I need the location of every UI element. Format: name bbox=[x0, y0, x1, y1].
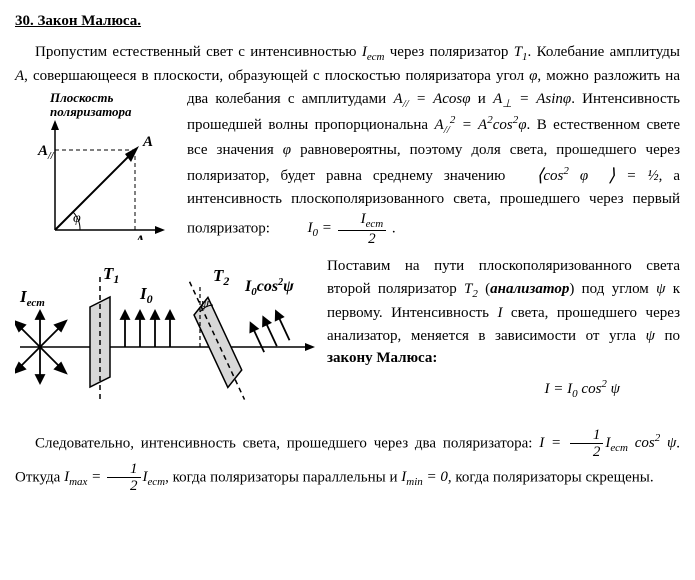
text: , когда поляризаторы параллельны и bbox=[165, 469, 401, 485]
sym: A bbox=[493, 91, 502, 107]
sym: φ bbox=[462, 91, 470, 107]
sym-sup: 2 bbox=[563, 165, 569, 177]
sym: cos bbox=[442, 91, 462, 107]
sym: A bbox=[536, 91, 545, 107]
sym: A bbox=[433, 91, 442, 107]
paragraph-3: Следовательно, интенсивность света, прош… bbox=[15, 427, 680, 495]
sym: = bbox=[550, 381, 568, 397]
figure-amplitude-decomposition: Плоскость поляризатора A// A A⊥ φ bbox=[15, 90, 175, 248]
sym: cos bbox=[493, 117, 513, 133]
fig2-i0cos: I0cos2ψ bbox=[244, 277, 294, 298]
sym: cos bbox=[543, 168, 563, 184]
sym-sub: ест bbox=[148, 476, 166, 488]
fig2-iest: Iест bbox=[19, 287, 45, 309]
text: Пропустим естественный свет с интенсивно… bbox=[35, 44, 362, 60]
fig1-apar: A// bbox=[37, 143, 55, 162]
sym: cos bbox=[581, 381, 601, 397]
sym-sub: max bbox=[69, 476, 87, 488]
term-malus-law: закону Малюса: bbox=[327, 350, 437, 366]
formula-i0: I0 = Iест2 bbox=[307, 220, 391, 236]
fig1-caption2: поляризатора bbox=[50, 104, 132, 119]
sym: = bbox=[409, 91, 433, 107]
sym: = bbox=[87, 469, 105, 485]
sym: ⟨ bbox=[516, 162, 543, 189]
sym: A bbox=[478, 117, 487, 133]
term-analyzer: анализатор bbox=[490, 281, 569, 297]
sym: 2 bbox=[338, 231, 387, 248]
text: через поляризатор bbox=[384, 44, 513, 60]
sym: = bbox=[544, 435, 568, 451]
fig1-phi: φ bbox=[73, 211, 81, 226]
sym-sup: 2 bbox=[655, 432, 661, 444]
sym: 1 bbox=[107, 461, 141, 479]
sym-sub: ест bbox=[610, 442, 628, 454]
sym: φ bbox=[580, 168, 588, 184]
sym-sub: min bbox=[406, 476, 423, 488]
sym: 2 bbox=[570, 444, 604, 461]
sym: sin bbox=[545, 91, 563, 107]
sym: = bbox=[512, 91, 536, 107]
sym-sub: 0 bbox=[572, 388, 578, 400]
text: ( bbox=[478, 281, 490, 297]
fig2-t2: T2 bbox=[213, 266, 229, 288]
sym: ψ bbox=[667, 435, 676, 451]
sym: φ bbox=[518, 117, 526, 133]
sym: A bbox=[15, 68, 24, 84]
text: ) под углом bbox=[569, 281, 656, 297]
text: . Колебание амплитуды bbox=[528, 44, 680, 60]
sym: ψ bbox=[656, 281, 665, 297]
text: Следовательно, интенсивность света, прош… bbox=[35, 435, 539, 451]
fig1-a: A bbox=[142, 134, 153, 150]
sym: ψ bbox=[646, 328, 655, 344]
fig1-caption1: Плоскость bbox=[49, 90, 114, 105]
sym-sub: ⊥ bbox=[502, 98, 512, 110]
sym: = bbox=[423, 469, 441, 485]
sym: ψ bbox=[611, 381, 620, 397]
sym-sub: ест bbox=[366, 218, 384, 230]
sym: = bbox=[318, 220, 336, 236]
sym: T bbox=[514, 44, 522, 60]
paragraph-2: Iест T1 I0 ψ T2 bbox=[15, 255, 680, 419]
fig1-aperp: A⊥ bbox=[134, 233, 154, 240]
sym: A bbox=[435, 117, 444, 133]
text: и bbox=[471, 91, 494, 107]
section-title: 30. Закон Малюса. bbox=[15, 10, 680, 33]
fig2-i0: I0 bbox=[139, 284, 153, 306]
sym: cos bbox=[635, 435, 655, 451]
figure-polarizer-analyzer: Iест T1 I0 ψ T2 bbox=[15, 257, 315, 415]
sym: φ bbox=[563, 91, 571, 107]
paragraph-1: Пропустим естественный свет с интенсивно… bbox=[15, 41, 680, 248]
text: , когда поляризаторы скрещены. bbox=[448, 469, 654, 485]
sym: = bbox=[615, 168, 647, 184]
sym: φ bbox=[283, 142, 291, 158]
fig2-psi: ψ bbox=[201, 295, 210, 310]
fig2-t1: T1 bbox=[103, 264, 119, 286]
sym: 1 bbox=[570, 427, 604, 445]
text: , совершающееся в плоскости, образующей … bbox=[24, 68, 529, 84]
sym: 2 bbox=[107, 478, 141, 495]
sym: ⟩ bbox=[588, 162, 615, 189]
sym: = bbox=[455, 117, 478, 133]
sym-sup: 2 bbox=[601, 378, 607, 390]
sym: ½ bbox=[647, 168, 658, 184]
text: по bbox=[655, 328, 680, 344]
sym: A bbox=[393, 91, 402, 107]
sym-sub: ест bbox=[367, 51, 385, 63]
